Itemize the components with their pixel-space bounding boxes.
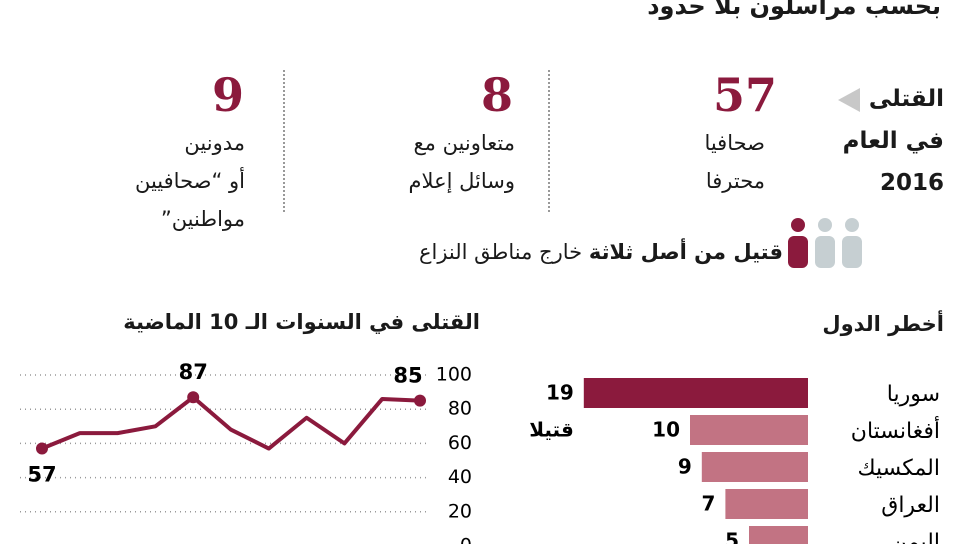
annotation: قتيلا: [529, 418, 574, 442]
point-label: 87: [179, 360, 208, 384]
person-icons: [788, 218, 862, 268]
stat-label-line: متعاونين مع: [413, 131, 515, 155]
stat-value: 8: [480, 68, 513, 122]
stat-value: 57: [712, 68, 777, 122]
category-label: اليمن: [891, 530, 940, 544]
pointer: [838, 88, 860, 112]
y-tick-label: 80: [448, 398, 472, 420]
bar-value-label: 5: [725, 529, 739, 544]
point-label: 85: [393, 364, 422, 388]
killed-label-line: 2016: [879, 170, 944, 196]
bar: [749, 526, 808, 544]
stat-label-line: مواطنين”: [160, 207, 245, 231]
line-title: القتلى في السنوات الـ 10 الماضية: [123, 310, 480, 334]
note-bold: قتيل من أصل ثلاثة: [588, 240, 783, 264]
bar: [690, 415, 808, 445]
header-title: بحسب مراسلون بلا حدود: [647, 0, 941, 20]
stat-label-line: صحافيا: [704, 131, 765, 155]
person-icon: [815, 218, 835, 268]
person-icon: [842, 218, 862, 268]
note: قتيل من أصل ثلاثة خارج مناطق النزاع: [419, 240, 783, 264]
bar-value-label: 19: [546, 381, 574, 405]
note-rest: خارج مناطق النزاع: [418, 240, 583, 264]
bar-value-label: 7: [701, 492, 715, 516]
point-label: 57: [27, 463, 56, 487]
bar-value-label: 10: [652, 418, 680, 442]
killed-label-line: في العام: [842, 128, 944, 154]
killed-label: القتلى في العام 2016: [843, 78, 944, 204]
y-tick-label: 60: [448, 432, 472, 454]
stat-label-line: أو “صحافيين: [134, 169, 245, 193]
point: [414, 394, 426, 407]
bar-value-label: 9: [678, 455, 692, 479]
line-series: [41, 395, 421, 451]
y-tick-label: 20: [448, 500, 472, 522]
bar-title: أخطر الدول: [822, 312, 944, 336]
category-label: العراق: [881, 493, 940, 518]
stat-label: مدونين أو “صحافيين مواطنين”: [135, 124, 245, 238]
y-tick-label: 40: [448, 466, 472, 488]
category-label: أفغانستان: [851, 416, 940, 444]
killed-label-line: القتلى: [868, 86, 944, 112]
category-label: المكسيك: [858, 456, 941, 481]
stat-value: 9: [211, 68, 244, 122]
stat-label-line: محترفا: [705, 169, 765, 193]
point: [36, 442, 48, 455]
category-label: سوريا: [887, 382, 940, 407]
bar: [701, 452, 808, 482]
divider: [548, 70, 550, 212]
stat-label-line: وسائل إعلام: [408, 169, 515, 193]
y-tick-label: 0: [460, 535, 472, 544]
y-tick-label: 100: [436, 364, 472, 386]
stat-label: متعاونين مع وسائل إعلام: [409, 124, 515, 200]
bar: [725, 489, 808, 519]
point: [187, 391, 200, 404]
person-icon: [788, 218, 808, 268]
divider: [283, 70, 285, 212]
stat-label: صحافيا محترفا: [704, 124, 765, 200]
stat-label-line: مدونين: [184, 131, 245, 155]
bar: [583, 378, 808, 408]
